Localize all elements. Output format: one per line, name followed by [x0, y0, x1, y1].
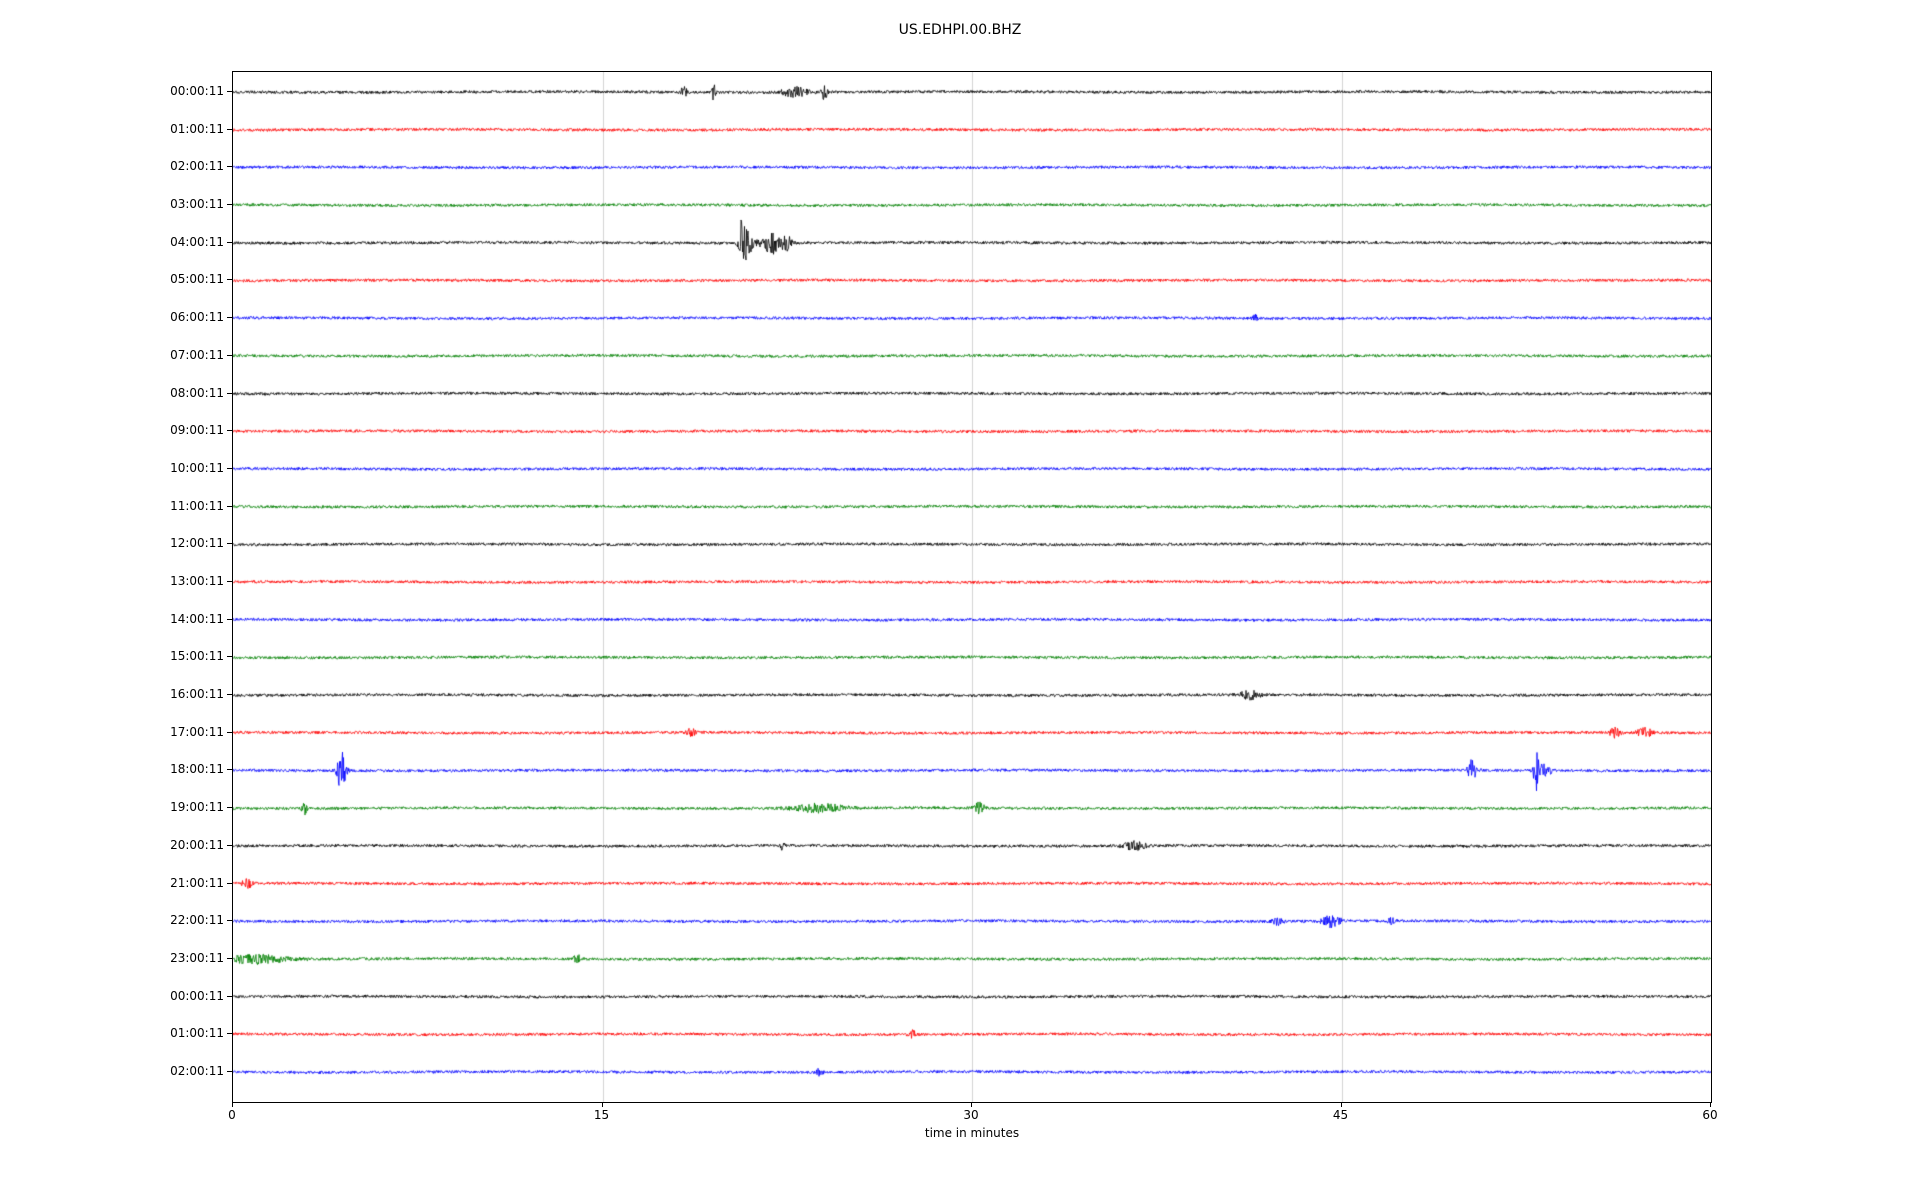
row-time-label: 01:00:11: [170, 1026, 224, 1041]
row-time-label: 00:00:11: [170, 988, 224, 1003]
x-tick-label: 60: [1702, 1108, 1718, 1122]
row-time-label: 21:00:11: [170, 875, 224, 890]
y-tick: [227, 468, 232, 469]
row-time-label: 10:00:11: [170, 460, 224, 475]
y-tick: [227, 619, 232, 620]
row-time-label: 13:00:11: [170, 574, 224, 588]
y-tick: [227, 920, 232, 921]
row-time-label: 23:00:11: [170, 950, 224, 965]
row-time-label: 00:00:11: [170, 84, 224, 98]
y-tick: [227, 958, 232, 959]
row-time-label: 05:00:11: [170, 272, 224, 287]
x-tick-label: 30: [963, 1108, 979, 1122]
row-time-label: 22:00:11: [170, 913, 224, 928]
y-tick: [227, 430, 232, 431]
plot-area: [232, 71, 1712, 1103]
y-tick: [227, 694, 232, 695]
y-tick: [227, 845, 232, 846]
row-time-label: 11:00:11: [170, 498, 224, 513]
row-time-label: 17:00:11: [170, 724, 224, 739]
y-tick: [227, 166, 232, 167]
y-tick: [227, 656, 232, 657]
y-tick: [227, 996, 232, 997]
row-time-label: 14:00:11: [170, 611, 224, 626]
row-time-label: 01:00:11: [170, 121, 224, 136]
seismogram-canvas: [233, 72, 1711, 1102]
row-time-label: 16:00:11: [170, 687, 224, 702]
x-tick-label: 15: [593, 1108, 610, 1122]
row-time-label: 02:00:11: [170, 159, 224, 174]
x-tick-label: 45: [1332, 1108, 1349, 1122]
y-tick: [227, 883, 232, 884]
row-time-label: 20:00:11: [170, 837, 224, 852]
y-tick: [227, 91, 232, 92]
row-time-label: 06:00:11: [170, 310, 224, 325]
y-tick: [227, 393, 232, 394]
y-tick: [227, 543, 232, 544]
x-tick-label: 0: [228, 1108, 236, 1122]
x-tick: [971, 1102, 972, 1107]
y-tick: [227, 581, 232, 582]
x-axis-label: time in minutes: [924, 1126, 1020, 1140]
y-tick: [227, 1033, 232, 1034]
y-tick: [227, 355, 232, 356]
x-tick: [232, 1102, 233, 1107]
row-time-label: 07:00:11: [170, 347, 224, 362]
row-time-label: 09:00:11: [170, 423, 224, 438]
row-time-label: 03:00:11: [170, 197, 224, 212]
y-tick: [227, 732, 232, 733]
row-time-label: 04:00:11: [170, 234, 224, 249]
y-tick: [227, 279, 232, 280]
y-tick: [227, 1071, 232, 1072]
x-tick: [1341, 1102, 1342, 1107]
y-tick: [227, 506, 232, 507]
y-tick: [227, 242, 232, 243]
row-time-label: 02:00:11: [170, 1064, 224, 1078]
row-time-label: 18:00:11: [170, 762, 224, 777]
x-tick: [1710, 1102, 1711, 1107]
y-tick: [227, 317, 232, 318]
row-time-label: 15:00:11: [170, 649, 224, 664]
x-tick: [602, 1102, 603, 1107]
row-time-label: 12:00:11: [170, 536, 224, 551]
chart-title: US.EDHPI.00.BHZ: [898, 22, 1022, 38]
y-tick: [227, 129, 232, 130]
y-tick: [227, 769, 232, 770]
y-tick: [227, 204, 232, 205]
row-time-label: 08:00:11: [170, 385, 224, 400]
y-tick: [227, 807, 232, 808]
row-time-label: 19:00:11: [170, 800, 224, 815]
